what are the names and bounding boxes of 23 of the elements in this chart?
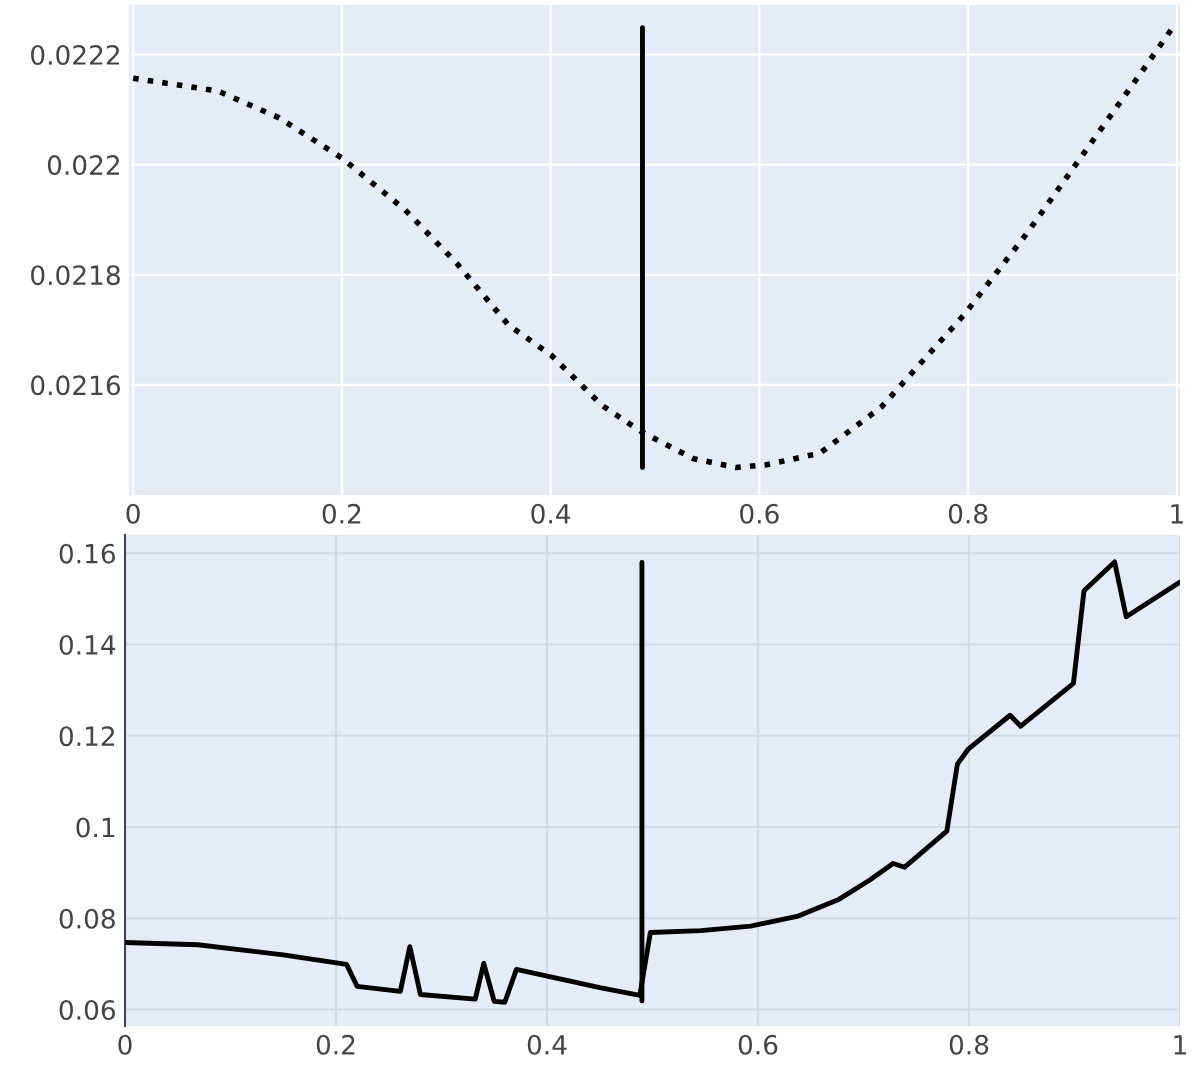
x-tick-label: 0.4 — [531, 503, 571, 524]
x-tick-label: 0.6 — [738, 1034, 778, 1055]
y-tick-label: 0.14 — [59, 634, 116, 655]
x-tick-label: 1 — [1174, 1035, 1186, 1055]
x-tick-label: 0 — [118, 1034, 132, 1055]
y-tick-label: 0.06 — [59, 1000, 116, 1020]
y-tick-label: 0.16 — [59, 543, 116, 564]
x-tick-label: 0 — [126, 503, 140, 524]
line-series — [125, 559, 1180, 1005]
x-tick-label: 0.2 — [322, 503, 361, 524]
x-tick-label: 0.8 — [949, 1034, 989, 1055]
y-tick-label: 0.0222 — [31, 44, 120, 65]
x-tick-label: 0.6 — [740, 503, 779, 524]
y-tick-label: 0.12 — [59, 726, 115, 747]
y-tick-label: 0.0216 — [31, 375, 120, 396]
y-tick-label: 0.1 — [76, 817, 115, 838]
x-tick-label: 0.2 — [316, 1034, 355, 1055]
y-tick-label: 0.0218 — [31, 265, 120, 286]
x-tick-label: 1 — [1171, 504, 1183, 524]
y-tick-label: 0.08 — [59, 908, 115, 929]
x-tick-label: 0.4 — [527, 1034, 567, 1055]
x-tick-label: 0.8 — [948, 503, 988, 524]
y-tick-label: 0.022 — [47, 155, 120, 176]
